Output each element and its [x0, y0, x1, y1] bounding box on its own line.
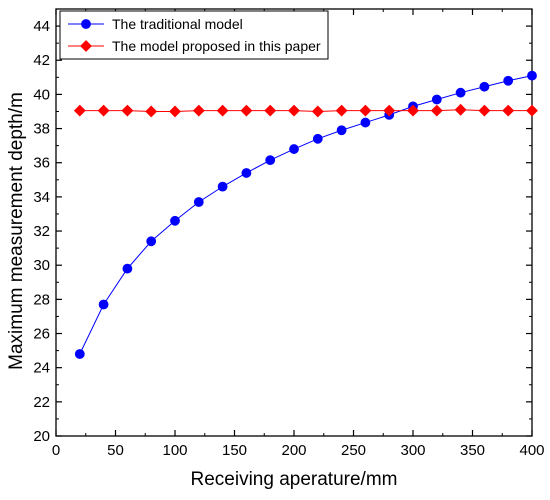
diamond-point [169, 105, 181, 118]
y-tick-label: 44 [33, 18, 50, 35]
diamond-point [264, 104, 277, 117]
diamond-point [359, 104, 372, 117]
circle-point [312, 133, 323, 144]
legend-label: The traditional model [112, 16, 243, 32]
diamond-point [407, 104, 419, 117]
circle-point [98, 299, 109, 310]
x-tick-label: 100 [162, 442, 187, 459]
circle-point [217, 181, 228, 192]
y-tick-label: 30 [33, 257, 50, 274]
circle-point [455, 87, 466, 98]
diamond-point [311, 105, 324, 118]
y-tick-label: 20 [33, 428, 50, 445]
circle-point [193, 197, 204, 207]
diamond-point [430, 104, 443, 117]
circle-point [503, 75, 514, 86]
y-axis-label: Maximum measurement depth/m [6, 92, 27, 370]
circle-point [122, 263, 133, 274]
series-line [79, 75, 533, 355]
circle-point [336, 125, 347, 136]
legend-marker [80, 40, 92, 52]
plot-frame [55, 8, 533, 437]
circle-point [74, 349, 85, 359]
series-2 [73, 103, 538, 118]
y-tick-label: 32 [33, 223, 50, 240]
legend-item: The model proposed in this paper [68, 38, 321, 54]
circle-point [360, 117, 371, 128]
axes: 0 50 100 150 200 250 300 350 400 20 22 24 26 28 30 32 34… [33, 8, 545, 459]
circle-point [289, 144, 299, 154]
diamond-point [73, 104, 86, 117]
circle-point [431, 94, 442, 105]
x-tick-label: 300 [400, 442, 425, 459]
y-tick-label: 36 [33, 155, 50, 172]
diamond-point [478, 104, 491, 117]
x-tick-label: 400 [519, 442, 544, 459]
x-tick-label: 50 [107, 442, 124, 459]
diamond-point [145, 105, 158, 118]
diamond-point [288, 104, 300, 117]
legend-marker [81, 19, 91, 29]
circle-point [265, 155, 276, 166]
y-tick-label: 40 [33, 86, 50, 103]
x-tick-label: 0 [52, 442, 60, 459]
y-tick-label: 42 [33, 52, 50, 69]
x-axis-label: Receiving aperature/mm [191, 469, 398, 490]
diamond-point [383, 104, 396, 117]
diamond-point [502, 104, 515, 117]
diamond-point [121, 104, 134, 117]
diamond-point [192, 104, 205, 117]
circle-point [241, 168, 252, 178]
y-tick-label: 28 [33, 291, 50, 308]
diamond-point [97, 104, 110, 117]
circle-point [146, 236, 157, 247]
legend: The traditional model The model proposed … [59, 10, 329, 60]
legend-label: The model proposed in this paper [112, 38, 321, 54]
diamond-point [454, 103, 467, 116]
x-tick-label: 150 [222, 442, 247, 459]
y-tick-label: 24 [33, 360, 50, 377]
y-tick-label: 38 [33, 121, 50, 138]
series-1 [74, 70, 537, 359]
legend-item: The traditional model [68, 16, 243, 32]
x-tick-label: 250 [341, 442, 366, 459]
y-tick-label: 34 [33, 189, 50, 206]
y-tick-label: 26 [33, 326, 50, 343]
circle-point [170, 215, 180, 226]
circle-point [527, 70, 537, 81]
circle-point [479, 81, 490, 92]
x-tick-label: 200 [281, 442, 306, 459]
diamond-point [216, 104, 229, 117]
diamond-point [335, 104, 348, 117]
x-tick-label: 350 [460, 442, 485, 459]
legend-box [59, 10, 329, 60]
series-layer [73, 70, 538, 359]
y-tick-label: 22 [33, 394, 50, 411]
diamond-point [526, 104, 538, 117]
diamond-point [240, 104, 253, 117]
